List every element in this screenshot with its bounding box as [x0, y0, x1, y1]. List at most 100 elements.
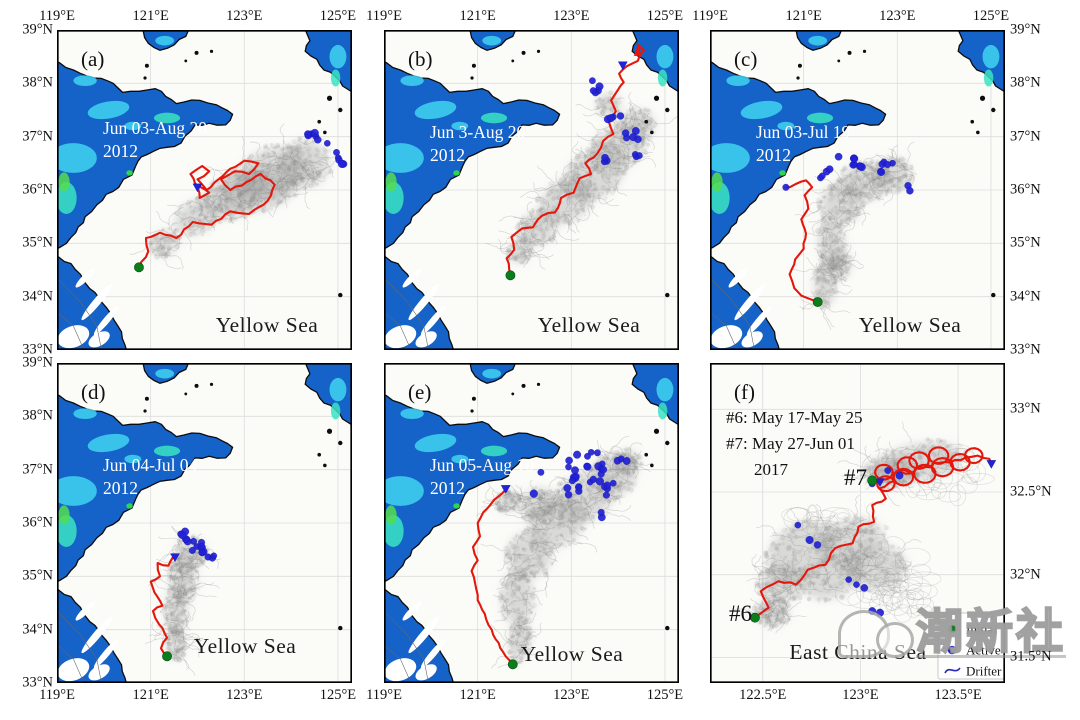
- cloud-dot: [518, 626, 521, 629]
- cloud-dot: [261, 209, 267, 214]
- cloud-dot: [622, 463, 625, 466]
- cloud-dot: [855, 184, 859, 188]
- cloud-dot: [514, 224, 521, 231]
- cloud-thread: [530, 251, 546, 270]
- cloud-dot: [510, 623, 513, 626]
- island-speck: [144, 396, 149, 401]
- cloud-thread: [626, 109, 634, 131]
- cloud-dot: [547, 204, 551, 208]
- cloud-dot: [821, 236, 827, 242]
- cloud-thread: [829, 240, 837, 262]
- cloud-dot: [176, 635, 183, 641]
- cloud-dot: [531, 605, 535, 610]
- cloud-thread: [531, 247, 554, 258]
- cloud-thread: [172, 543, 183, 560]
- cloud-dot: [504, 584, 508, 588]
- cloud-thread: [553, 221, 558, 244]
- cloud-dot: [839, 223, 844, 227]
- cloud-dot: [528, 631, 533, 636]
- cloud-dot: [500, 613, 506, 618]
- cloud-dot: [277, 187, 282, 192]
- cloud-dot: [258, 188, 263, 193]
- cloud-dot: [525, 641, 529, 645]
- cloud-dot: [185, 591, 189, 595]
- cloud-dot: [165, 646, 170, 650]
- cloud-dot: [174, 562, 179, 567]
- cloud-dot: [183, 221, 186, 224]
- cloud-dot: [626, 466, 631, 471]
- cloud-dot: [223, 194, 228, 199]
- cloud-dot: [573, 163, 578, 167]
- cloud-dot: [217, 215, 220, 218]
- cloud-dot: [831, 239, 837, 244]
- cloud-thread: [535, 541, 548, 557]
- cloud-dot: [769, 543, 775, 548]
- cloud-dot: [823, 280, 827, 284]
- cloud-dot: [508, 567, 515, 573]
- cloud-dot: [184, 590, 188, 593]
- cloud-dot: [249, 176, 252, 180]
- cloud-dot: [528, 237, 532, 241]
- cloud-dot: [173, 229, 176, 232]
- cloud-dot: [521, 514, 527, 521]
- cloud-dot: [896, 179, 903, 186]
- cloud-dot: [524, 510, 531, 517]
- cloud-dot: [570, 530, 573, 533]
- cloud-thread: [206, 166, 216, 187]
- cloud-dot: [829, 254, 832, 257]
- cloud-dot: [516, 577, 522, 582]
- cloud-dot: [544, 522, 548, 526]
- cloud-dot: [177, 551, 184, 558]
- land-elevation-patch: [451, 454, 469, 464]
- cloud-dot: [281, 161, 286, 166]
- cloud-dot: [578, 190, 582, 194]
- cloud-thread: [210, 190, 229, 209]
- cloud-dot: [832, 262, 838, 267]
- cloud-dot: [516, 623, 523, 630]
- cloud-dot: [855, 174, 861, 180]
- cloud-dot: [547, 509, 553, 515]
- cloud-dot: [292, 167, 296, 171]
- cloud-dot: [223, 204, 227, 208]
- cloud-dot: [173, 619, 180, 626]
- cloud-dot: [611, 160, 616, 164]
- cloud-dot: [557, 521, 561, 526]
- cloud-dot: [828, 197, 833, 203]
- cloud-dot: [523, 627, 527, 632]
- cloud-dot: [838, 274, 842, 278]
- cloud-dot: [579, 192, 584, 197]
- cloud-dot: [294, 159, 299, 164]
- cloud-dot: [842, 218, 847, 223]
- cloud-dot: [538, 504, 543, 508]
- cloud-dot: [534, 513, 540, 518]
- drifter-end-triangle: [617, 61, 628, 71]
- cloud-dot: [502, 510, 505, 513]
- tidal-flat-patch: [408, 283, 440, 321]
- cloud-thread: [598, 192, 614, 205]
- cloud-dot: [299, 177, 304, 182]
- cloud-dot: [297, 172, 303, 177]
- cloud-dot: [311, 178, 314, 181]
- cloud-dot: [618, 480, 623, 485]
- cloud-thread: [655, 115, 679, 125]
- cloud-dot: [560, 534, 564, 537]
- cloud-dot: [536, 239, 539, 243]
- cloud-dot: [149, 240, 154, 246]
- cloud-dot: [533, 569, 538, 575]
- cloud-dot: [531, 506, 535, 509]
- cloud-dot: [169, 587, 174, 592]
- cloud-dot: [184, 645, 187, 648]
- cloud-dot: [175, 604, 178, 607]
- cloud-dot: [595, 486, 599, 491]
- cloud-thread: [518, 643, 538, 656]
- cloud-dot: [641, 148, 647, 155]
- cloud-dot: [170, 566, 175, 571]
- cloud-dot: [832, 274, 836, 278]
- cloud-dot: [857, 190, 863, 196]
- cloud-dot: [530, 533, 535, 538]
- cloud-dot: [848, 174, 853, 178]
- cloud-thread: [273, 194, 287, 216]
- cloud-dot: [820, 214, 824, 218]
- cloud-dot: [243, 161, 248, 165]
- cloud-thread: [174, 563, 190, 582]
